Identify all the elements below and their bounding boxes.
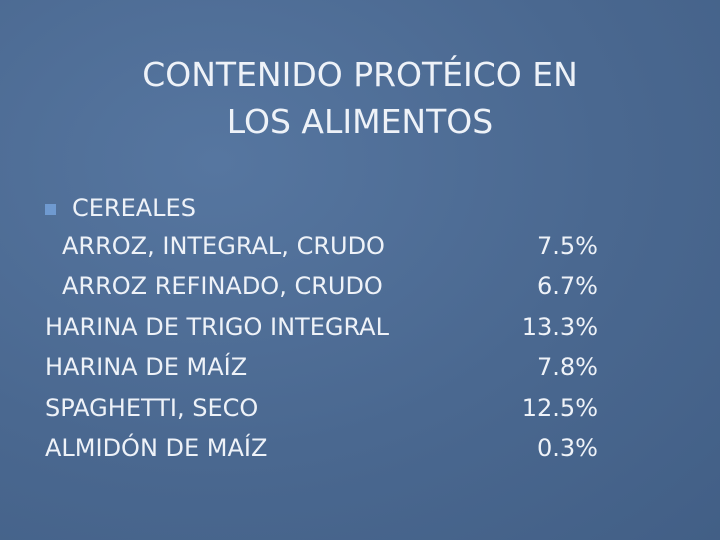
row-value: 12.5% xyxy=(521,393,598,422)
title-line: CONTENIDO PROTÉICO EN xyxy=(142,55,578,94)
row-value: 0.3% xyxy=(537,434,598,462)
row-label: ARROZ, INTEGRAL, CRUDO xyxy=(62,232,385,260)
row-label: ARROZ REFINADO, CRUDO xyxy=(62,272,383,301)
row-label: ALMIDÓN DE MAÍZ xyxy=(45,434,268,462)
row-value: 7.5% xyxy=(537,232,598,260)
row-label: HARINA DE MAÍZ xyxy=(45,353,248,382)
title-line: LOS ALIMENTOS xyxy=(226,102,494,141)
row-value: 7.8% xyxy=(537,353,598,382)
row-value: 6.7% xyxy=(537,272,598,301)
list-heading: CEREALES xyxy=(72,194,196,222)
bullet xyxy=(45,204,56,215)
row-label: HARINA DE TRIGO INTEGRAL xyxy=(45,312,389,341)
row-value: 13.3% xyxy=(521,312,598,341)
row-label: SPAGHETTI, SECO xyxy=(45,393,259,422)
